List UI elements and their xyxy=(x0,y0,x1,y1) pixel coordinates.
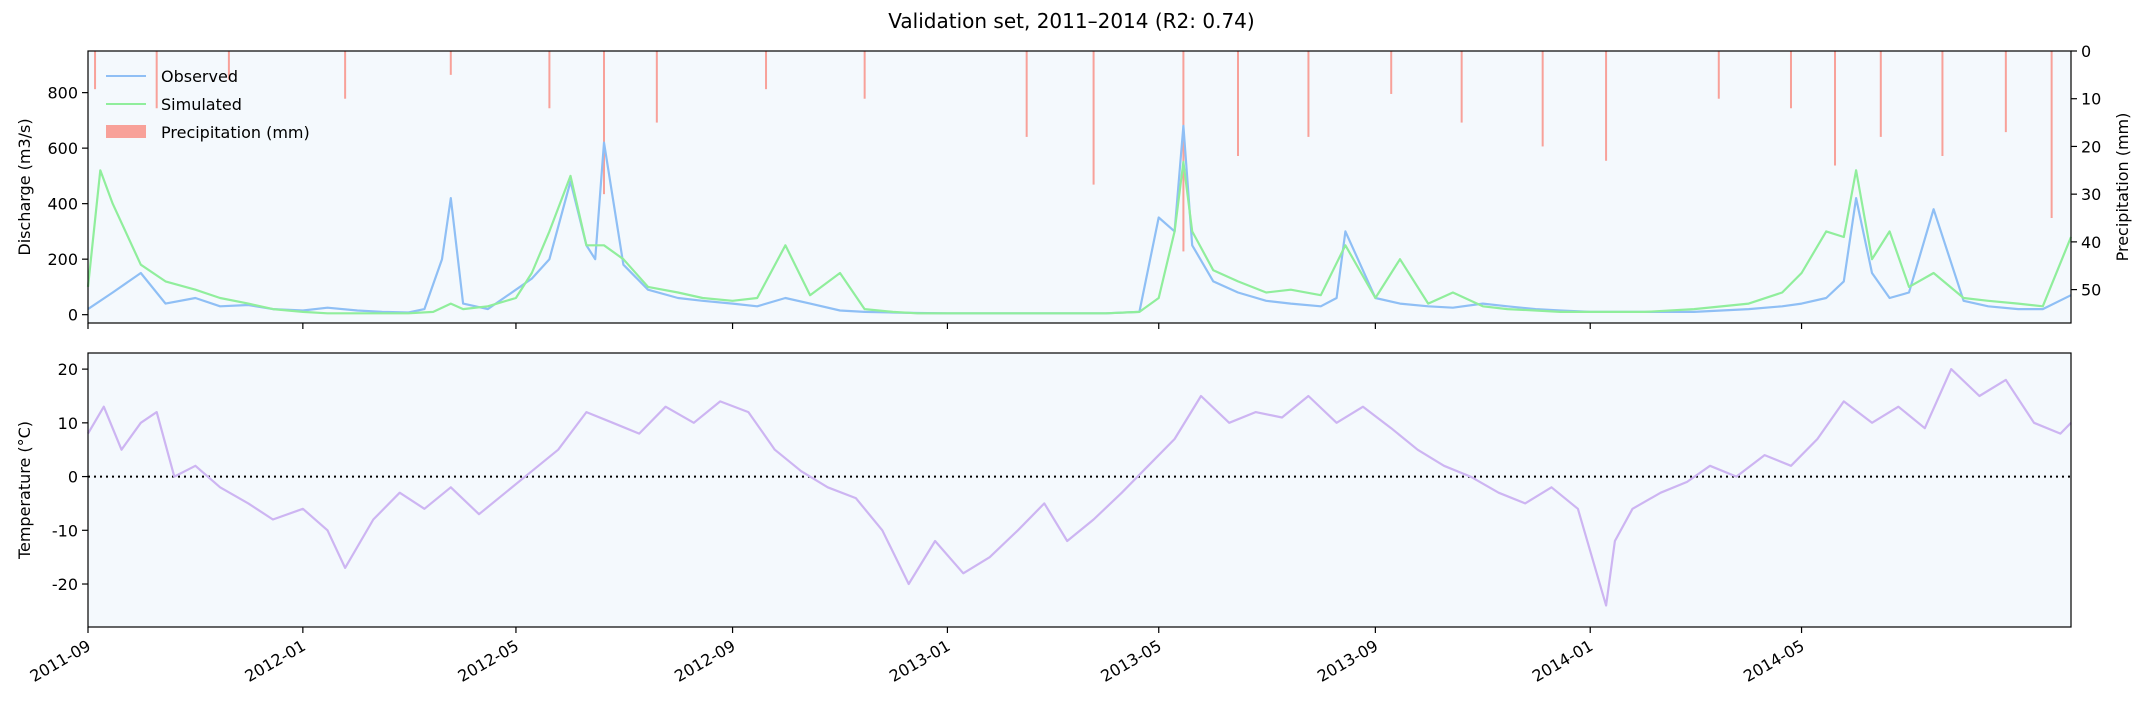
y-right-tick-label: 20 xyxy=(2081,137,2101,156)
temperature-frame xyxy=(87,352,2072,628)
precipitation-bar xyxy=(863,51,866,99)
precipitation-y-label: Precipitation (mm) xyxy=(2113,113,2132,262)
y-tick-label: 400 xyxy=(47,195,78,214)
y-right-tick-label: 40 xyxy=(2081,233,2101,252)
simulated-line xyxy=(86,160,2073,315)
precipitation-bar xyxy=(1605,51,1608,161)
precipitation-bar xyxy=(1307,51,1310,137)
precipitation-bar xyxy=(1879,51,1882,137)
precipitation-bar xyxy=(344,51,347,99)
precipitation-bar xyxy=(1717,51,1720,99)
precipitation-bar xyxy=(1025,51,1028,137)
precipitation-y-axis: 0 10 20 30 40 50 xyxy=(2071,42,2101,300)
precipitation-bar xyxy=(2004,51,2007,133)
discharge-frame xyxy=(87,50,2072,324)
discharge-x-ticks xyxy=(87,323,1803,329)
precipitation-bar xyxy=(2050,51,2053,219)
temperature-series-line xyxy=(87,368,2072,607)
y-tick-label: -10 xyxy=(52,521,78,540)
y-right-tick-label: 0 xyxy=(2081,42,2091,61)
y-tick-label: 800 xyxy=(47,84,78,103)
precipitation-bar xyxy=(603,51,606,195)
legend-precip-swatch xyxy=(106,125,146,138)
x-tick-label: 2012-09 xyxy=(671,636,738,686)
temperature-y-axis: -20 -10 0 10 20 xyxy=(52,360,88,594)
x-tick-label: 2014-01 xyxy=(1529,636,1596,686)
discharge-y-axis: 0 200 400 600 800 xyxy=(47,84,88,325)
y-right-tick-label: 10 xyxy=(2081,90,2101,109)
precipitation-bar xyxy=(1092,51,1095,185)
precipitation-bar xyxy=(94,51,97,90)
temperature-line xyxy=(87,368,2072,607)
discharge-lines xyxy=(86,124,2073,315)
discharge-y-label: Discharge (m3/s) xyxy=(15,118,34,255)
y-tick-label: 200 xyxy=(47,250,78,269)
precipitation-bar xyxy=(1941,51,1944,156)
y-tick-label: 0 xyxy=(68,306,78,325)
legend: Observed Simulated Precipitation (mm) xyxy=(106,67,310,142)
temperature-y-label: Temperature (°C) xyxy=(15,421,34,560)
precipitation-bar xyxy=(1390,51,1393,94)
x-tick-label: 2012-05 xyxy=(455,636,522,686)
precipitation-bar xyxy=(765,51,768,90)
x-tick-label: 2011-09 xyxy=(27,636,94,686)
temperature-panel: -20 -10 0 10 20 2011-09 2012-01 2012-05 2012-09… xyxy=(15,352,2072,686)
y-tick-label: 10 xyxy=(58,414,78,433)
precipitation-bar xyxy=(227,51,230,80)
chart-title: Validation set, 2011–2014 (R2: 0.74) xyxy=(888,9,1255,33)
precipitation-bar xyxy=(1834,51,1837,166)
legend-simulated-label: Simulated xyxy=(161,95,242,114)
y-right-tick-label: 50 xyxy=(2081,281,2101,300)
precipitation-bar xyxy=(449,51,452,75)
x-tick-label: 2013-09 xyxy=(1314,636,1381,686)
y-right-tick-label: 30 xyxy=(2081,185,2101,204)
y-tick-label: -20 xyxy=(52,575,78,594)
x-tick-label: 2014-05 xyxy=(1740,636,1807,686)
precipitation-bar xyxy=(1182,51,1185,252)
precipitation-bar xyxy=(655,51,658,123)
date-x-axis: 2011-09 2012-01 2012-05 2012-09 2013-01 2013-… xyxy=(27,627,1808,686)
discharge-panel: 0 200 400 600 800 0 10 20 30 40 50 Discharge (m3/… xyxy=(15,42,2132,329)
precipitation-bar xyxy=(548,51,551,109)
precipitation-bar xyxy=(1236,51,1239,156)
legend-precip-label: Precipitation (mm) xyxy=(161,123,310,142)
discharge-plot-area xyxy=(88,51,2071,323)
y-tick-label: 20 xyxy=(58,360,78,379)
precipitation-bar xyxy=(1541,51,1544,147)
legend-observed-label: Observed xyxy=(161,67,238,86)
precipitation-bars xyxy=(94,51,2053,252)
y-tick-label: 0 xyxy=(68,468,78,487)
x-tick-label: 2012-01 xyxy=(241,636,308,686)
x-tick-label: 2013-05 xyxy=(1097,636,1164,686)
precipitation-bar xyxy=(1789,51,1792,109)
y-tick-label: 600 xyxy=(47,139,78,158)
precipitation-bar xyxy=(155,51,158,109)
x-tick-label: 2013-01 xyxy=(886,636,953,686)
precipitation-bar xyxy=(1460,51,1463,123)
temperature-plot-area xyxy=(88,353,2071,627)
